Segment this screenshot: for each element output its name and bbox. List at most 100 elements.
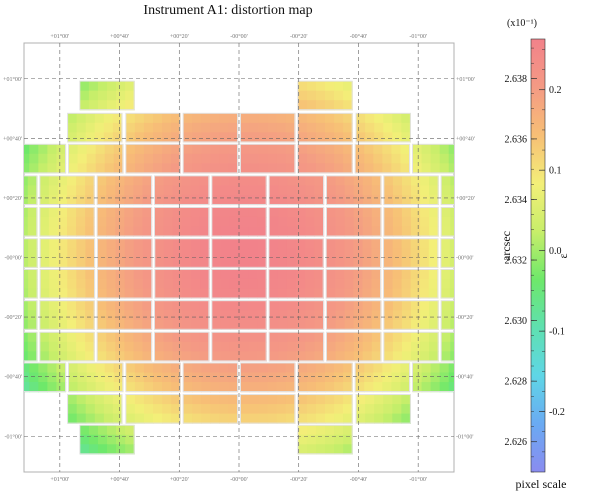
detector-cell: [315, 394, 326, 405]
detector-cell: [391, 372, 402, 383]
detector-cell: [181, 248, 192, 259]
x-tick-label-top: -00°40': [350, 33, 367, 40]
detector-cell: [24, 278, 29, 290]
detector-cell: [401, 248, 412, 259]
detector-cell: [392, 332, 403, 343]
detector-outline: [239, 362, 296, 393]
detector-outline: [125, 362, 181, 393]
detector-cell: [190, 319, 201, 330]
detector-cell: [106, 269, 117, 280]
detector-outline: [182, 394, 239, 424]
detector-cell: [153, 394, 163, 405]
detector-cell: [429, 185, 439, 196]
detector-cell: [85, 122, 96, 133]
detector-cell: [10, 320, 20, 330]
detector-cell: [67, 132, 78, 143]
detector-cell: [106, 300, 116, 311]
detector-cell: [450, 185, 454, 196]
detector-cell: [85, 175, 95, 186]
detector-cell: [371, 278, 382, 290]
detector-cell: [154, 278, 165, 290]
detector-cell: [181, 300, 192, 311]
detector-cell: [133, 226, 144, 237]
detector-cell: [440, 269, 451, 280]
detector-cell: [163, 226, 174, 237]
detector-cell: [76, 300, 86, 311]
detector-cell: [142, 310, 153, 321]
detector-outline: [297, 112, 353, 143]
detector-cell: [420, 194, 430, 206]
detector-cell: [134, 163, 145, 174]
detector-cell: [103, 404, 114, 415]
detector-cell: [383, 278, 394, 290]
detector-cell: [228, 153, 239, 164]
detector-cell: [429, 300, 439, 311]
detector-cell: [392, 288, 403, 299]
detector-cell: [57, 185, 68, 196]
detector-cell: [365, 132, 375, 143]
detector-cell: [10, 176, 20, 186]
detector-cell: [401, 226, 412, 237]
detector-chip: [125, 362, 181, 393]
detector-cell: [296, 351, 306, 362]
detector-cell: [153, 404, 163, 415]
detector-cell: [335, 194, 346, 206]
detector-cell: [306, 413, 317, 424]
detector-cell: [468, 351, 478, 361]
detector-cell: [449, 269, 454, 280]
detector-cell: [183, 394, 193, 405]
detector-cell: [344, 194, 355, 206]
detector-cell: [211, 216, 222, 228]
detector-cell: [162, 144, 172, 155]
detector-cell: [429, 207, 439, 218]
detector-cell: [315, 413, 326, 424]
detector-cell: [163, 278, 174, 290]
detector-cell: [48, 194, 59, 206]
detector-cell: [334, 372, 344, 383]
detector-cell: [441, 351, 451, 362]
detector-cell: [362, 238, 373, 249]
detector-outline: [325, 206, 382, 237]
detector-cell: [219, 132, 230, 143]
detector-cell: [344, 310, 355, 321]
detector-cell: [278, 341, 288, 352]
detector-cell: [24, 288, 29, 299]
detector-cell: [248, 269, 258, 280]
detector-cell: [486, 342, 496, 352]
detector-cell: [371, 310, 382, 321]
detector-cell: [10, 217, 20, 227]
detector-outline: [325, 300, 382, 330]
detector-cell: [228, 144, 239, 155]
detector-cell: [269, 194, 279, 206]
detector-chip: [154, 238, 210, 268]
detector-cell: [172, 332, 183, 343]
detector-cell: [229, 175, 240, 186]
detector-outline: [24, 362, 67, 393]
detector-outline: [383, 268, 439, 299]
detector-cell: [27, 175, 38, 186]
detector-cell: [459, 207, 469, 217]
detector-cell: [85, 310, 95, 321]
detector-cell: [383, 310, 394, 321]
detector-cell: [412, 372, 423, 383]
detector-cell: [191, 238, 201, 249]
detector-cell: [228, 132, 239, 143]
detector-cell: [24, 351, 29, 362]
detector-cell: [68, 372, 79, 383]
detector-cell: [344, 341, 355, 352]
detector-outline: [268, 268, 324, 299]
detector-cell: [249, 372, 260, 383]
detector-cell: [285, 113, 296, 124]
detector-outline: [325, 238, 382, 268]
detector-cell: [0, 176, 1, 186]
axis-ticks: +01°00'+01°00'+00°40'+00°40'+00°20'+00°2…: [3, 33, 475, 483]
detector-cell: [335, 341, 346, 352]
detector-chip: [154, 268, 210, 299]
detector-cell: [314, 194, 325, 206]
detector-chip: [24, 331, 38, 362]
detector-cell: [315, 100, 326, 111]
detector-cell: [383, 248, 394, 259]
detector-cell: [190, 341, 201, 352]
detector-cell: [353, 175, 364, 186]
detector-chip: [440, 331, 496, 362]
